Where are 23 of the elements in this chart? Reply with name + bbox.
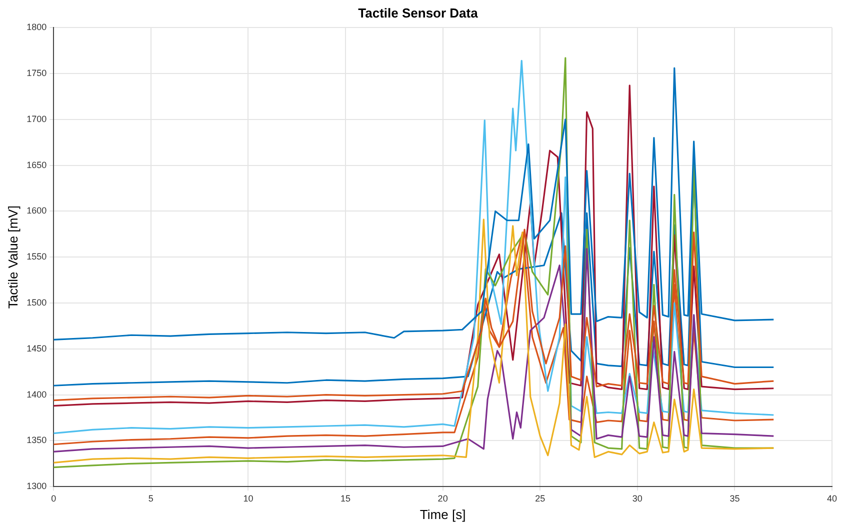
y-tick-label: 1800 — [26, 22, 47, 32]
x-tick-label: 20 — [438, 493, 448, 504]
y-tick-label: 1750 — [26, 68, 47, 78]
x-tick-label: 10 — [243, 493, 254, 504]
y-tick-label: 1550 — [26, 252, 47, 262]
x-tick-label: 0 — [51, 493, 56, 504]
x-tick-label: 25 — [535, 493, 546, 504]
x-tick-label: 15 — [340, 493, 351, 504]
y-axis-title: Tactile Value [mV] — [5, 206, 20, 309]
y-tick-label: 1600 — [26, 206, 47, 216]
x-tick-label: 5 — [148, 493, 154, 504]
y-tick-label: 1650 — [26, 160, 47, 170]
x-tick-label: 40 — [826, 493, 838, 504]
y-tick-label: 1300 — [26, 481, 47, 492]
chart-title: Tactile Sensor Data — [358, 5, 479, 20]
x-axis-title: Time [s] — [420, 506, 466, 522]
y-tick-label: 1400 — [26, 389, 47, 400]
y-tick-label: 1500 — [26, 297, 47, 308]
y-tick-label: 1700 — [26, 114, 47, 124]
y-tick-label: 1450 — [26, 343, 47, 354]
x-tick-label: 35 — [730, 493, 740, 504]
y-tick-label: 1350 — [26, 435, 47, 446]
x-tick-label: 30 — [632, 493, 642, 504]
